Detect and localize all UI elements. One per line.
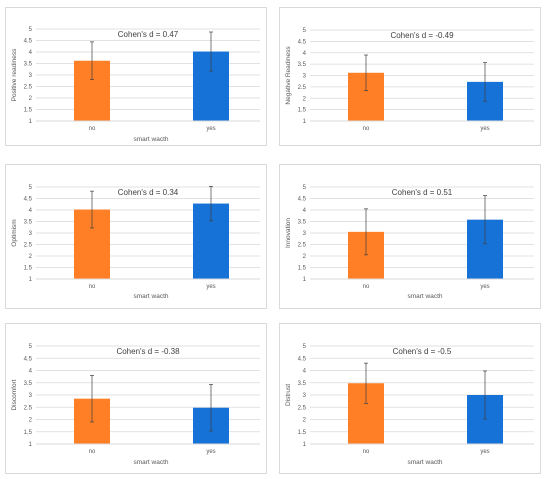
- cohens-d-annotation: Cohen's d = -0.5: [393, 347, 452, 356]
- y-tick-label: 1.5: [298, 266, 307, 272]
- y-tick-label: 3: [29, 231, 33, 237]
- y-axis-label: Distrust: [285, 384, 292, 406]
- chart-svg: 1 1.5 2 2.5 3 3.5 4 4.5 5 no yes Cohen's d = 0.47 Po…: [11, 27, 260, 143]
- x-axis-label: smart wacth: [407, 293, 442, 300]
- x-axis-label: smart wacth: [133, 293, 168, 300]
- y-tick-label: 3.5: [24, 381, 33, 387]
- y-axis-label: Innovation: [285, 218, 292, 248]
- x-tick-label-yes: yes: [480, 126, 489, 132]
- y-tick-label: 5: [303, 28, 307, 34]
- y-tick-label: 5: [303, 344, 307, 350]
- y-tick-label: 4.5: [298, 356, 307, 362]
- chart-svg: 1 1.5 2 2.5 3 3.5 4 4.5 5 no yes Cohen's d = -0.49 N…: [285, 28, 534, 132]
- x-tick-label-yes: yes: [480, 449, 489, 455]
- y-tick-label: 1: [303, 442, 307, 448]
- y-tick-label: 3.5: [298, 381, 307, 387]
- x-tick-label-yes: yes: [206, 449, 215, 455]
- y-tick-label: 4: [303, 208, 307, 214]
- y-tick-label: 3.5: [24, 220, 33, 226]
- chart-panel-distrust: 1 1.5 2 2.5 3 3.5 4 4.5 5 no yes Cohen's d = -0.5 Di…: [279, 323, 541, 474]
- x-axis-label: smart wacth: [407, 459, 442, 466]
- y-tick-label: 4: [29, 369, 33, 375]
- y-tick-label: 1.5: [298, 108, 307, 114]
- y-tick-label: 3.5: [24, 62, 33, 68]
- y-tick-label: 5: [29, 344, 33, 350]
- y-tick-label: 4.5: [24, 39, 33, 45]
- x-tick-label-no: no: [363, 284, 370, 290]
- y-tick-label: 2: [303, 96, 307, 102]
- y-tick-label: 2: [303, 254, 307, 260]
- chart-panel-negative-readiness: 1 1.5 2 2.5 3 3.5 4 4.5 5 no yes Cohen's d = -0.49 N…: [279, 7, 541, 146]
- y-tick-label: 4: [29, 208, 33, 214]
- y-tick-label: 4.5: [24, 197, 33, 203]
- y-tick-label: 4.5: [24, 356, 33, 362]
- y-axis-label: Negative Readiness: [285, 46, 292, 105]
- x-tick-label-yes: yes: [206, 284, 215, 290]
- y-axis-label: Positive readiness: [11, 48, 18, 101]
- y-tick-label: 2: [29, 254, 33, 260]
- y-tick-label: 2.5: [24, 85, 33, 91]
- y-tick-label: 4.5: [298, 197, 307, 203]
- y-tick-label: 2.5: [298, 243, 307, 249]
- y-tick-label: 5: [29, 27, 33, 33]
- y-tick-label: 1: [29, 442, 33, 448]
- y-tick-label: 2: [29, 96, 33, 102]
- y-tick-label: 1.5: [24, 266, 33, 272]
- y-tick-label: 2: [303, 418, 307, 424]
- y-tick-label: 3: [303, 74, 307, 80]
- y-tick-label: 3: [29, 73, 33, 79]
- y-tick-label: 1: [303, 277, 307, 283]
- y-tick-label: 2.5: [24, 405, 33, 411]
- y-tick-label: 2: [29, 418, 33, 424]
- y-tick-label: 5: [303, 185, 307, 191]
- y-tick-label: 1.5: [24, 430, 33, 436]
- y-tick-label: 1.5: [298, 430, 307, 436]
- y-tick-label: 4: [303, 51, 307, 57]
- y-tick-label: 1: [29, 277, 33, 283]
- chart-svg: 1 1.5 2 2.5 3 3.5 4 4.5 5 no yes Cohen's d = 0.51 In…: [285, 185, 534, 300]
- x-tick-label-yes: yes: [480, 284, 489, 290]
- y-axis-label: Optimism: [11, 219, 18, 246]
- cohens-d-annotation: Cohen's d = -0.38: [116, 347, 180, 356]
- cohens-d-annotation: Cohen's d = -0.49: [390, 31, 454, 40]
- x-axis-label: smart wacth: [133, 136, 168, 143]
- y-tick-label: 3: [29, 393, 33, 399]
- chart-svg: 1 1.5 2 2.5 3 3.5 4 4.5 5 no yes Cohen's d = 0.34 Op…: [11, 185, 260, 300]
- y-axis-label: Discomfort: [11, 379, 18, 410]
- y-tick-label: 3.5: [298, 62, 307, 68]
- y-tick-label: 2.5: [298, 85, 307, 91]
- y-tick-label: 5: [29, 185, 33, 191]
- x-tick-label-no: no: [89, 449, 96, 455]
- cohens-d-annotation: Cohen's d = 0.34: [118, 188, 179, 197]
- y-tick-label: 4.5: [298, 39, 307, 45]
- chart-panel-positive-readiness: 1 1.5 2 2.5 3 3.5 4 4.5 5 no yes Cohen's d = 0.47 Po…: [5, 7, 267, 146]
- y-tick-label: 2.5: [298, 405, 307, 411]
- chart-svg: 1 1.5 2 2.5 3 3.5 4 4.5 5 no yes Cohen's d = -0.5 Di…: [285, 344, 534, 466]
- chart-panel-optimism: 1 1.5 2 2.5 3 3.5 4 4.5 5 no yes Cohen's d = 0.34 Op…: [5, 164, 267, 309]
- x-tick-label-yes: yes: [206, 126, 215, 132]
- y-tick-label: 3: [303, 393, 307, 399]
- cohens-d-annotation: Cohen's d = 0.47: [118, 30, 179, 39]
- y-tick-label: 3: [303, 231, 307, 237]
- cohens-d-annotation: Cohen's d = 0.51: [392, 188, 453, 197]
- x-tick-label-no: no: [89, 126, 96, 132]
- y-tick-label: 1.5: [24, 108, 33, 114]
- x-tick-label-no: no: [89, 284, 96, 290]
- chart-svg: 1 1.5 2 2.5 3 3.5 4 4.5 5 no yes Cohen's d = -0.38 D…: [11, 344, 260, 466]
- x-axis-label: smart wacth: [133, 459, 168, 466]
- y-tick-label: 1: [303, 119, 307, 125]
- y-tick-label: 4: [29, 50, 33, 56]
- chart-panel-discomfort: 1 1.5 2 2.5 3 3.5 4 4.5 5 no yes Cohen's d = -0.38 D…: [5, 323, 267, 474]
- x-tick-label-no: no: [363, 126, 370, 132]
- y-tick-label: 4: [303, 369, 307, 375]
- y-tick-label: 3.5: [298, 220, 307, 226]
- y-tick-label: 2.5: [24, 243, 33, 249]
- y-tick-label: 1: [29, 119, 33, 125]
- x-tick-label-no: no: [363, 449, 370, 455]
- chart-panel-innovation: 1 1.5 2 2.5 3 3.5 4 4.5 5 no yes Cohen's d = 0.51 In…: [279, 164, 541, 309]
